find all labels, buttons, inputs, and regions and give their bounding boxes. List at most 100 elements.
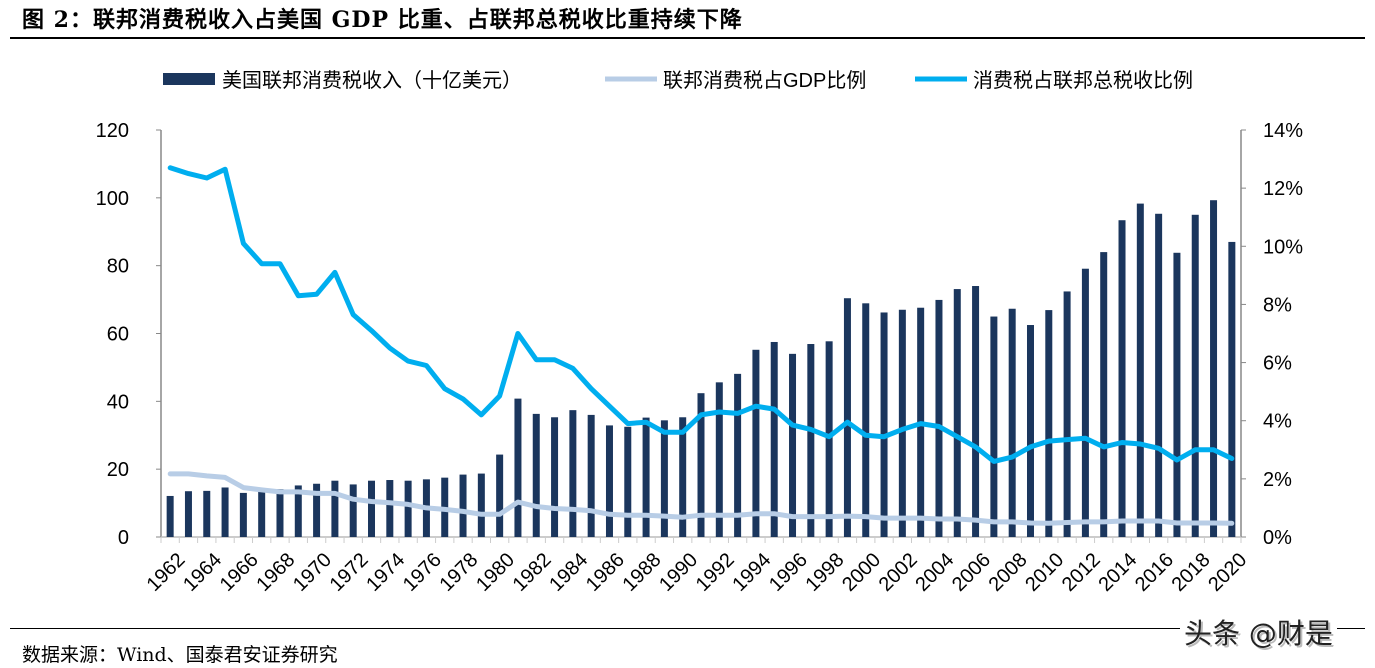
right-tick-label: 2% — [1263, 469, 1292, 491]
bar-1992 — [715, 382, 723, 537]
bar-1990 — [679, 417, 687, 537]
x-tick-label: 2012 — [1058, 549, 1105, 596]
bar-1973 — [368, 480, 376, 537]
watermark: 头条 @财是 — [1180, 612, 1337, 652]
legend-swatch-bar — [163, 73, 215, 85]
bar-2018 — [1191, 214, 1199, 537]
bar-1989 — [660, 420, 668, 537]
x-tick-label: 1966 — [216, 549, 263, 596]
x-tick-label: 1986 — [582, 549, 629, 596]
x-tick-label: 1962 — [143, 549, 190, 596]
x-tick-label: 2020 — [1204, 549, 1251, 596]
bar-1963 — [184, 491, 192, 537]
bar-1994 — [752, 349, 760, 537]
bar-1965 — [221, 487, 229, 537]
left-tick-label: 80 — [107, 256, 129, 278]
bar-1978 — [459, 474, 467, 537]
left-tick-label: 20 — [107, 459, 129, 481]
bar-1988 — [642, 417, 650, 537]
bar-2017 — [1173, 252, 1181, 538]
bar-2020 — [1228, 241, 1236, 538]
bar-2014 — [1118, 220, 1126, 538]
x-tick-label: 2004 — [911, 549, 958, 596]
bar-1967 — [258, 490, 266, 537]
bar-1993 — [734, 373, 742, 537]
bar-2006 — [972, 286, 980, 537]
x-tick-label: 1992 — [692, 549, 739, 596]
right-tick-label: 4% — [1263, 411, 1292, 433]
right-tick-label: 10% — [1263, 236, 1303, 258]
right-tick-label: 0% — [1263, 527, 1292, 549]
x-tick-label: 1996 — [765, 549, 812, 596]
bar-1972 — [349, 484, 357, 537]
x-tick-label: 1980 — [472, 549, 519, 596]
x-tick-label: 1982 — [509, 549, 556, 596]
legend-label-gdp: 联邦消费税占GDP比例 — [663, 69, 866, 92]
figure-title: 图 2：联邦消费税收入占美国 GDP 比重、占联邦总税收比重持续下降 — [22, 7, 743, 33]
x-tick-label: 1964 — [179, 549, 226, 596]
bar-1984 — [569, 410, 577, 537]
bar-1997 — [807, 344, 815, 537]
bar-1986 — [605, 425, 613, 537]
x-tick-label: 2008 — [985, 549, 1032, 596]
bar-1995 — [770, 341, 778, 537]
right-tick-label: 6% — [1263, 353, 1292, 375]
bar-1969 — [294, 485, 302, 537]
bar-1983 — [551, 417, 559, 537]
x-tick-label: 1978 — [435, 549, 482, 596]
x-tick-label: 2016 — [1131, 549, 1178, 596]
bar-1962 — [166, 495, 174, 537]
bar-2016 — [1155, 213, 1163, 537]
source-note: 数据来源：Wind、国泰君安证券研究 — [22, 644, 338, 666]
x-tick-label: 2002 — [875, 549, 922, 596]
right-tick-label: 14% — [1263, 120, 1303, 142]
right-tick-label: 12% — [1263, 178, 1303, 200]
bar-1999 — [843, 298, 851, 537]
x-tick-label: 2014 — [1094, 549, 1141, 596]
bar-2019 — [1210, 200, 1218, 537]
bar-1970 — [313, 483, 321, 537]
right-tick-label: 8% — [1263, 294, 1292, 316]
title-divider — [10, 37, 1365, 39]
bar-1968 — [276, 489, 284, 537]
bar-2015 — [1136, 203, 1144, 537]
bar-1991 — [697, 393, 705, 537]
bar-1982 — [532, 413, 540, 537]
bar-2004 — [935, 299, 943, 537]
left-tick-label: 100 — [96, 188, 129, 210]
bar-2007 — [990, 316, 998, 537]
x-tick-label: 1990 — [655, 549, 702, 596]
bar-1981 — [514, 398, 522, 537]
x-tick-label: 1968 — [252, 549, 299, 596]
source-divider — [10, 628, 1365, 629]
bar-1979 — [477, 473, 485, 537]
bar-2013 — [1100, 252, 1108, 537]
x-tick-label: 1970 — [289, 549, 336, 596]
bar-1980 — [496, 454, 504, 537]
bar-2002 — [898, 309, 906, 537]
x-tick-label: 1974 — [362, 549, 409, 596]
bar-1966 — [239, 492, 247, 537]
bar-2012 — [1081, 268, 1089, 537]
x-tick-label: 2018 — [1168, 549, 1215, 596]
bar-1985 — [587, 414, 595, 537]
legend-label-bar: 美国联邦消费税收入（十亿美元） — [222, 69, 522, 92]
line-tax-share — [167, 165, 1235, 464]
bar-2009 — [1026, 325, 1034, 537]
x-tick-label: 1998 — [802, 549, 849, 596]
x-tick-label: 1988 — [618, 549, 665, 596]
bar-1964 — [203, 490, 211, 537]
bar-1987 — [624, 426, 632, 537]
x-tick-label: 2000 — [838, 549, 885, 596]
bar-2000 — [862, 303, 870, 537]
bar-2008 — [1008, 308, 1016, 537]
bar-2010 — [1045, 310, 1053, 537]
left-tick-label: 60 — [107, 324, 129, 346]
bar-1974 — [386, 480, 394, 537]
x-tick-label: 2006 — [948, 549, 995, 596]
legend: 美国联邦消费税收入（十亿美元） 联邦消费税占GDP比例 消费税占联邦总税收比例 — [163, 69, 1193, 92]
left-tick-label: 0 — [118, 527, 129, 549]
bar-1996 — [789, 353, 797, 537]
x-tick-label: 2010 — [1021, 549, 1068, 596]
